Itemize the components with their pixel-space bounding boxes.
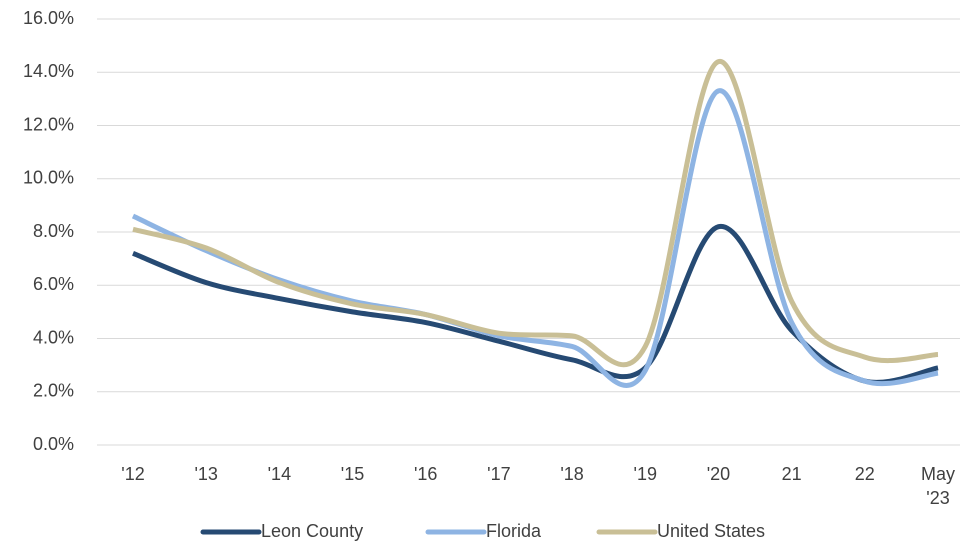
y-tick-label: 2.0% [33,381,74,401]
series-line [131,88,939,388]
y-tick-label: 14.0% [23,61,74,81]
x-tick-label: May '23 [920,464,955,508]
legend-label: Florida [486,521,542,541]
x-tick-label: '17 [487,464,511,484]
x-tick-label: '18 [560,464,584,484]
legend-label: Leon County [261,521,363,541]
x-tick-label: 21 [781,464,802,484]
series-line [132,59,939,368]
x-tick-label: '16 [413,464,438,484]
y-tick-label: 12.0% [23,114,74,134]
x-tick-label: '14 [267,464,292,484]
y-tick-label: 16.0% [23,8,74,28]
y-tick-label: 10.0% [23,168,74,188]
x-tick-label: '13 [194,464,218,484]
x-tick-label: 22 [854,464,875,484]
y-tick-label: 6.0% [33,274,74,294]
legend-label: United States [657,521,765,541]
y-tick-label: 0.0% [33,434,74,454]
x-tick-label: '19 [633,464,657,484]
y-tick-label: 8.0% [33,221,74,241]
x-tick-label: '12 [121,464,145,484]
x-tick-label: '15 [340,464,365,484]
series-line [132,224,939,385]
y-tick-label: 4.0% [33,327,74,347]
x-tick-label: '20 [706,464,731,484]
